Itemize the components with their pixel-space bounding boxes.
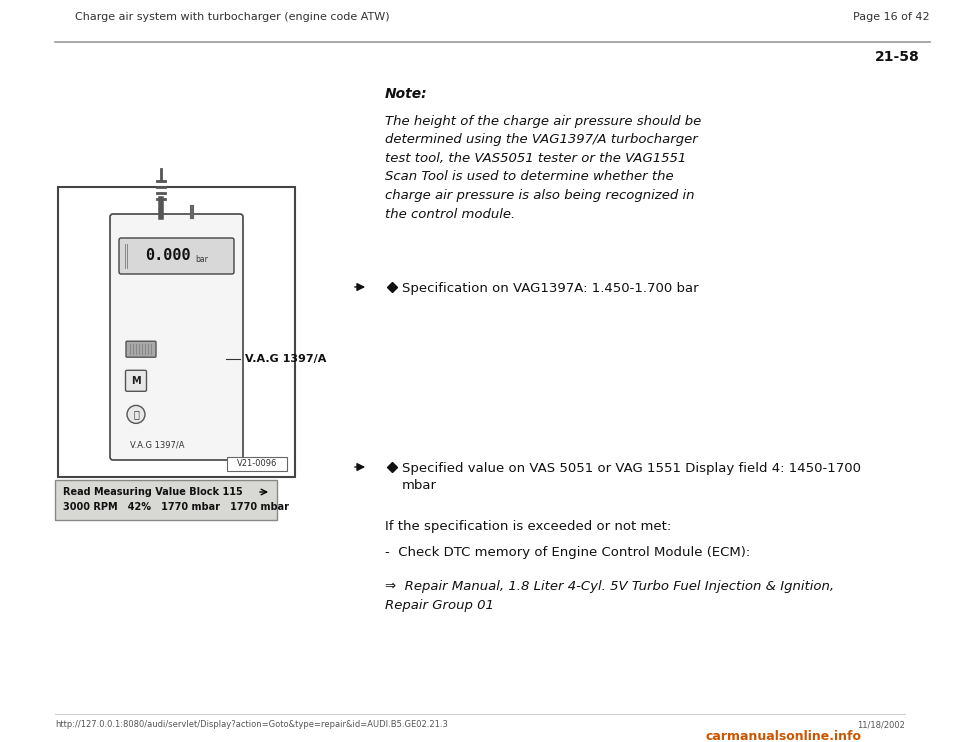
Text: 11/18/2002: 11/18/2002: [857, 720, 905, 729]
Circle shape: [127, 405, 145, 424]
Text: V.A.G 1397/A: V.A.G 1397/A: [245, 354, 326, 364]
Text: M: M: [132, 375, 141, 386]
Text: -  Check DTC memory of Engine Control Module (ECM):: - Check DTC memory of Engine Control Mod…: [385, 546, 751, 559]
Text: V.A.G 1397/A: V.A.G 1397/A: [131, 440, 184, 449]
FancyBboxPatch shape: [126, 341, 156, 357]
FancyBboxPatch shape: [110, 214, 243, 460]
Text: Note:: Note:: [385, 87, 427, 101]
Text: 0.000: 0.000: [145, 249, 190, 263]
Text: ⇒  Repair Manual, 1.8 Liter 4-Cyl. 5V Turbo Fuel Injection & Ignition,
Repair Gr: ⇒ Repair Manual, 1.8 Liter 4-Cyl. 5V Tur…: [385, 580, 834, 611]
Text: mbar: mbar: [402, 479, 437, 492]
Text: Charge air system with turbocharger (engine code ATW): Charge air system with turbocharger (eng…: [75, 12, 390, 22]
Text: http://127.0.0.1:8080/audi/servlet/Display?action=Goto&type=repair&id=AUDI.B5.GE: http://127.0.0.1:8080/audi/servlet/Displ…: [55, 720, 448, 729]
FancyBboxPatch shape: [119, 238, 234, 274]
Bar: [58, 187, 295, 477]
Text: If the specification is exceeded or not met:: If the specification is exceeded or not …: [385, 520, 671, 533]
Text: Specification on VAG1397A: 1.450-1.700 bar: Specification on VAG1397A: 1.450-1.700 b…: [402, 282, 699, 295]
Bar: [227, 457, 287, 471]
Text: 21-58: 21-58: [876, 50, 920, 64]
Text: Read Measuring Value Block 115: Read Measuring Value Block 115: [63, 487, 243, 497]
Text: The height of the charge air pressure should be
determined using the VAG1397/A t: The height of the charge air pressure sh…: [385, 115, 701, 220]
Text: bar: bar: [196, 255, 208, 264]
Text: carmanualsonline.info: carmanualsonline.info: [705, 730, 861, 742]
FancyBboxPatch shape: [126, 370, 147, 391]
Text: Specified value on VAS 5051 or VAG 1551 Display field 4: 1450-1700: Specified value on VAS 5051 or VAG 1551 …: [402, 462, 861, 475]
Text: V21-0096: V21-0096: [237, 459, 277, 468]
Bar: [55, 480, 277, 520]
Text: 3000 RPM   42%   1770 mbar   1770 mbar: 3000 RPM 42% 1770 mbar 1770 mbar: [63, 502, 289, 512]
Text: Page 16 of 42: Page 16 of 42: [853, 12, 930, 22]
Text: ⏻: ⏻: [133, 410, 139, 419]
